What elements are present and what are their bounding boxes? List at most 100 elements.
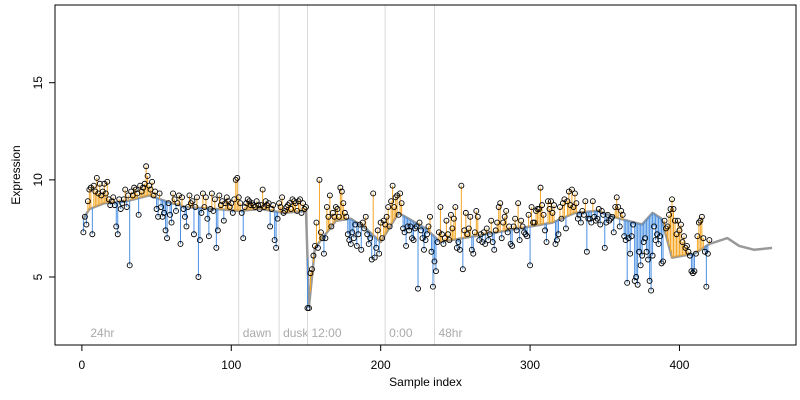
data-point <box>143 163 150 170</box>
data-point <box>698 213 705 220</box>
data-point <box>548 198 554 205</box>
data-point <box>223 194 230 201</box>
data-point <box>397 190 404 197</box>
data-point <box>167 211 173 218</box>
data-point <box>135 211 142 218</box>
data-point <box>474 213 481 220</box>
data-point <box>170 190 176 197</box>
data-point <box>406 227 413 234</box>
data-point <box>356 221 363 228</box>
data-point <box>368 256 375 263</box>
data-point <box>561 196 568 203</box>
data-point <box>415 285 421 292</box>
data-point <box>89 231 96 238</box>
phase-label: dusk <box>283 326 309 340</box>
data-point <box>168 219 175 226</box>
data-point <box>640 239 647 245</box>
data-point <box>404 223 411 230</box>
data-point <box>214 227 221 234</box>
data-point <box>540 211 547 218</box>
data-point <box>452 204 459 211</box>
y-axis-label: Expression <box>9 145 23 204</box>
data-point <box>577 219 584 226</box>
data-point <box>459 266 466 273</box>
data-point <box>186 192 193 199</box>
data-point <box>628 233 635 240</box>
data-point <box>398 200 405 207</box>
data-point <box>418 227 424 234</box>
data-point <box>616 223 623 230</box>
data-point <box>636 248 643 255</box>
x-axis: 0 100 200 300 400 <box>79 344 690 372</box>
data-point <box>110 194 117 201</box>
data-point <box>164 235 170 242</box>
data-point <box>288 206 294 212</box>
data-point <box>274 215 281 222</box>
data-point <box>93 174 100 181</box>
data-point <box>165 200 172 207</box>
data-point <box>116 196 123 203</box>
data-point <box>149 178 156 185</box>
data-point <box>582 198 589 205</box>
data-point <box>297 196 303 203</box>
data-point <box>645 256 652 263</box>
y-tick-label: 5 <box>31 273 45 280</box>
data-point <box>162 227 169 234</box>
data-point <box>155 213 162 220</box>
data-point <box>190 231 197 238</box>
data-point <box>222 200 229 207</box>
data-point <box>576 211 583 218</box>
data-point <box>471 229 478 236</box>
data-point <box>528 204 535 211</box>
data-point <box>177 241 184 247</box>
x-tick-label: 300 <box>520 358 540 372</box>
data-point <box>591 213 598 220</box>
data-point <box>383 213 390 220</box>
data-point <box>583 248 590 255</box>
data-point <box>108 198 115 205</box>
data-point <box>546 206 553 212</box>
data-point <box>352 221 359 228</box>
data-point <box>669 196 675 203</box>
data-point <box>179 194 185 201</box>
data-point <box>240 235 247 242</box>
data-point <box>571 190 578 197</box>
data-point <box>704 250 711 257</box>
data-point <box>182 213 188 220</box>
data-point <box>394 192 401 199</box>
data-point <box>202 194 209 201</box>
data-point <box>347 241 354 247</box>
data-point <box>122 186 129 193</box>
data-point <box>104 178 111 185</box>
x-tick-label: 400 <box>669 358 689 372</box>
data-point <box>651 223 658 230</box>
data-point <box>90 182 97 189</box>
data-point <box>307 270 314 277</box>
data-point <box>140 184 147 191</box>
data-point <box>618 207 625 214</box>
data-point <box>235 194 242 201</box>
data-point <box>427 213 433 220</box>
data-point <box>102 190 109 197</box>
data-point <box>661 217 668 224</box>
data-point <box>700 235 707 242</box>
data-point <box>437 204 444 211</box>
plot-frame <box>54 4 797 346</box>
data-point <box>262 198 269 205</box>
data-point <box>564 198 571 205</box>
data-point <box>598 207 605 214</box>
data-point <box>686 252 693 259</box>
data-point <box>612 204 619 211</box>
data-point <box>603 219 610 226</box>
data-point <box>666 211 672 218</box>
data-point <box>610 229 617 236</box>
data-point <box>204 215 211 222</box>
data-point <box>196 237 203 244</box>
data-point <box>198 209 205 216</box>
data-point <box>579 207 586 214</box>
data-point <box>270 202 277 209</box>
data-point <box>664 223 671 230</box>
data-point <box>253 198 260 205</box>
data-point <box>600 211 607 218</box>
data-point <box>353 242 360 249</box>
